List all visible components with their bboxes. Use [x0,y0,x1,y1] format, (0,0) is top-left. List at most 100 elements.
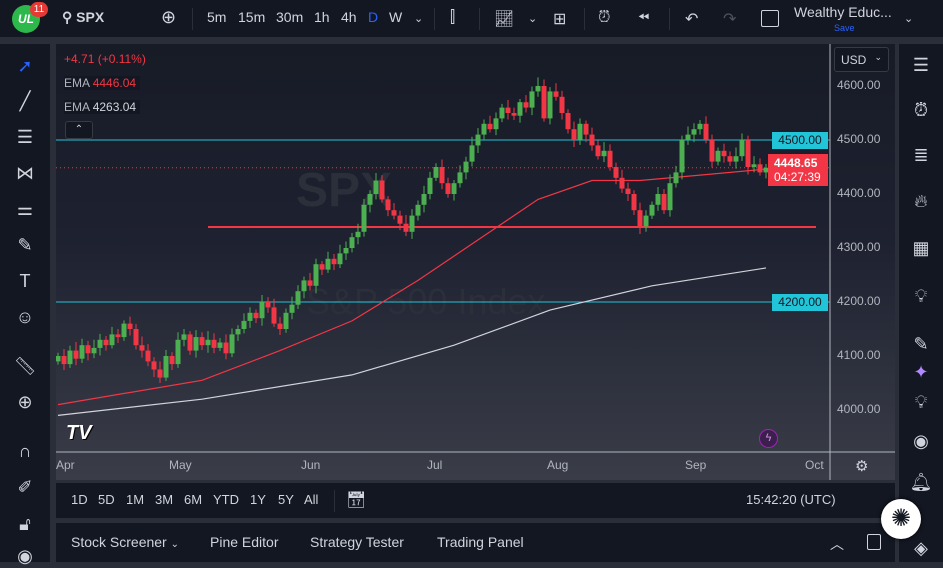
trend-line-icon[interactable]: ╱ [19,91,31,111]
layers-icon[interactable]: ◈ [914,538,928,558]
range-button-1m[interactable]: 1M [126,492,145,507]
notifications-icon[interactable]: 🔔︎ [909,472,933,492]
candle-body [397,215,403,224]
chatgpt-icon[interactable]: ✺ [881,499,921,539]
candle-body [445,183,451,194]
calendar-icon[interactable]: ▦ [912,238,930,258]
interval-4h[interactable]: 4h [341,9,357,25]
range-button-1y[interactable]: 1Y [250,492,266,507]
clock[interactable]: 15:42:20 (UTC) [746,492,836,507]
currency-select[interactable]: USD ⌄ [834,47,889,72]
interval-1h[interactable]: 1h [314,9,330,25]
ai-sparkle-icon[interactable]: ✦ [913,362,929,382]
candle-body [529,91,535,108]
candle-body [673,172,679,184]
zoom-in-icon[interactable]: ⊕ [17,392,33,412]
price-chart[interactable]: SPX S&P 500 Index +4.71 (+0.11%) EMA 444… [56,44,895,480]
range-button-6m[interactable]: 6M [184,492,203,507]
stream-icon[interactable]: ◉ [913,431,929,451]
range-button-ytd[interactable]: YTD [213,492,239,507]
tab-trading-panel[interactable]: Trading Panel [437,534,524,550]
drawing-toolbar: ➚ ╱ ☰ ⋈ ⚌ ✎ T ☺ 📏︎ ⊕ ∩ ✐ 🔓︎ ◉ [0,44,50,566]
maximize-panel-icon[interactable] [867,534,881,550]
fib-icon[interactable]: ☰ [16,127,34,147]
magnet-icon[interactable]: ∩ [18,441,32,461]
symbol-search[interactable]: ⚲ SPX [62,9,104,26]
layout-name[interactable]: Wealthy Educ... [794,4,892,20]
chevron-down-icon[interactable]: ⌄ [904,13,914,25]
candles-icon[interactable]: ⫿ [450,9,456,26]
range-button-5d[interactable]: 5D [98,492,115,507]
tab-strategy-tester[interactable]: Strategy Tester [310,534,404,550]
add-symbol-icon[interactable]: ⊕ [161,7,177,27]
lock-drawings-icon[interactable]: ✐ [17,477,33,497]
tab-pine-editor[interactable]: Pine Editor [210,534,279,550]
alarm-icon[interactable]: ⏰︎ [913,100,929,120]
notes-icon[interactable]: ✎ [913,334,929,354]
undo-icon[interactable]: ↶ [685,11,699,28]
watchlist-icon[interactable]: ☰ [912,55,930,75]
candle-body [493,118,499,130]
indicators-icon[interactable]: 📈︎ [494,11,515,28]
candle-body [583,123,589,135]
ruler-icon[interactable]: 📏︎ [13,356,37,376]
chevron-down-icon[interactable]: ⌄ [414,13,424,25]
layout-grid-icon[interactable]: ⊞ [553,11,567,28]
candle-body [631,194,637,211]
right-toolbar: ☰ ⏰︎ ≣ 🔥︎ ▦ 💡︎ ✎ ✦ 💡︎ ◉ 🔔︎ ◈ [899,44,943,562]
lightbulb-icon[interactable]: 💡︎ [914,392,928,412]
ideas-icon[interactable]: 💡︎ [914,286,928,306]
candle-body [319,264,325,270]
prediction-icon[interactable]: ⚌ [16,199,34,219]
tradingview-logo[interactable]: TV [66,422,92,444]
collapse-panel-icon[interactable]: ︿ [830,536,844,552]
interval-30m[interactable]: 30m [276,9,304,25]
candle-body [649,204,655,216]
save-button[interactable]: Save [834,23,855,33]
candle-body [301,280,307,292]
candle-body [151,361,157,370]
collapse-legend-button[interactable]: ⌃ [65,121,93,139]
text-icon[interactable]: T [19,271,31,291]
candle-body [709,140,715,162]
interval-15m[interactable]: 15m [238,9,266,25]
lightning-icon[interactable]: ϟ [759,429,778,448]
pattern-icon[interactable]: ⋈ [16,163,34,183]
lock-icon[interactable]: 🔓︎ [19,514,31,534]
brush-icon[interactable]: ✎ [17,235,33,255]
range-button-all[interactable]: All [304,492,319,507]
cursor-icon[interactable]: ➚ [17,56,33,76]
candle-body [403,223,409,232]
candle-body [121,323,127,338]
chevron-down-icon[interactable]: ⌄ [528,13,538,25]
data-window-icon[interactable]: ≣ [913,145,929,165]
interval-w[interactable]: W [389,9,403,25]
hotlists-icon[interactable]: 🔥︎ [914,191,928,211]
candle-body [487,123,493,130]
goto-date-icon[interactable]: 📅︎ [346,492,367,509]
ema-fast-legend[interactable]: EMA 4446.04 [64,76,141,90]
replay-icon[interactable]: ⏪︎ [638,9,650,25]
range-button-3m[interactable]: 3M [155,492,174,507]
candle-body [217,342,223,348]
candle-body [367,194,373,205]
candle-body [91,347,97,354]
range-button-1d[interactable]: 1D [71,492,88,507]
chevron-down-icon: ⌄ [874,52,882,62]
candle-body [295,291,301,305]
tab-stock-screener[interactable]: Stock Screener ⌄ [71,534,179,550]
emoji-icon[interactable]: ☺ [15,307,35,327]
fullscreen-icon[interactable] [761,10,779,27]
eye-icon[interactable]: ◉ [17,546,33,566]
candle-body [187,334,193,351]
candle-body [607,150,613,167]
ema-label: EMA [64,100,90,114]
ema-slow-legend[interactable]: EMA 4263.04 [64,100,141,114]
candle-body [85,345,91,354]
interval-5m[interactable]: 5m [207,9,227,25]
interval-d[interactable]: D [368,9,379,25]
chart-canvas[interactable]: SPX S&P 500 Index [56,44,895,480]
settings-gear-icon[interactable]: ⚙ [855,458,869,475]
range-button-5y[interactable]: 5Y [278,492,294,507]
alert-icon[interactable]: ⏰︎ [598,9,611,26]
